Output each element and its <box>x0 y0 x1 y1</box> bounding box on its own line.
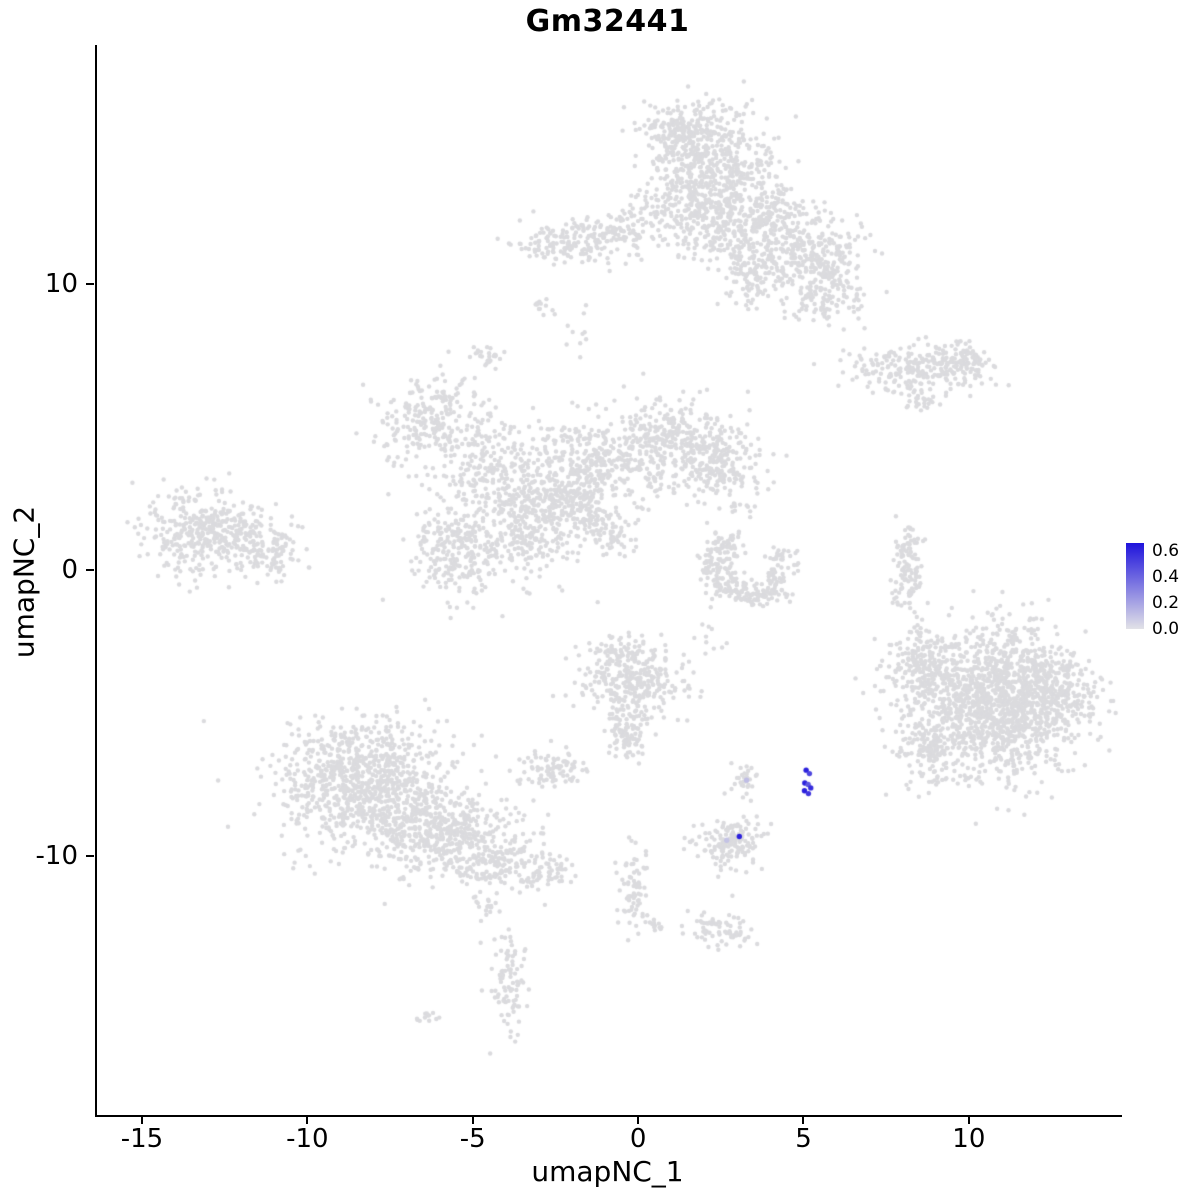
x-tick-mark <box>637 1116 640 1124</box>
x-tick-label: 0 <box>629 1124 647 1154</box>
y-tick-mark <box>86 568 94 571</box>
x-tick-label: 10 <box>952 1124 986 1154</box>
x-tick-mark <box>306 1116 309 1124</box>
x-tick-mark <box>140 1116 143 1124</box>
colorbar-gradient <box>1126 543 1144 629</box>
y-tick-label: -10 <box>35 840 78 871</box>
colorbar-legend: 0.6 0.4 0.2 0.0 <box>1126 540 1200 640</box>
x-tick-label: -15 <box>120 1124 164 1154</box>
scatter-canvas <box>97 45 1122 1115</box>
x-tick-label: -5 <box>459 1124 486 1154</box>
y-tick-mark <box>86 283 94 286</box>
plot-title: Gm32441 <box>525 4 690 39</box>
colorbar-tick-label: 0.4 <box>1152 566 1180 587</box>
colorbar-tick-label: 0.6 <box>1152 540 1180 561</box>
y-tick-mark <box>86 854 94 857</box>
colorbar-tick-label: 0.2 <box>1152 592 1180 613</box>
x-axis-label: umapNC_1 <box>531 1155 684 1188</box>
x-tick-label: 5 <box>795 1124 812 1154</box>
x-tick-mark <box>802 1116 805 1124</box>
x-tick-label: -10 <box>286 1124 329 1154</box>
x-tick-mark <box>471 1116 474 1124</box>
y-tick-label: 10 <box>44 269 78 300</box>
plot-panel <box>95 45 1122 1117</box>
x-tick-mark <box>967 1116 970 1124</box>
y-tick-label: 0 <box>61 554 78 585</box>
y-axis-label: umapNC_2 <box>7 505 41 659</box>
colorbar-tick-label: 0.0 <box>1152 619 1180 639</box>
